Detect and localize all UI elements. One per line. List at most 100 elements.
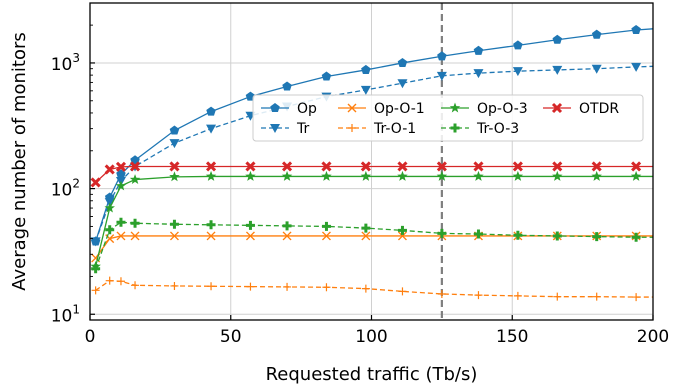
data-point: [397, 225, 407, 235]
legend-label: Tr-O-1: [373, 121, 416, 137]
data-point: [437, 289, 446, 298]
data-point: [473, 45, 484, 55]
data-point: [474, 291, 483, 300]
data-point: [169, 231, 179, 241]
series-line: [95, 165, 653, 183]
series-line: [95, 235, 653, 259]
data-point: [591, 161, 602, 172]
y-tick-label: 103: [51, 51, 80, 75]
data-point: [552, 170, 563, 181]
data-point: [631, 24, 641, 35]
data-point: [245, 161, 256, 172]
series-line: [95, 280, 653, 298]
series-tr-o-3: [91, 217, 653, 274]
data-point: [131, 281, 140, 290]
data-point: [105, 225, 115, 235]
data-point: [397, 231, 407, 241]
data-point: [129, 161, 141, 172]
data-point: [360, 170, 372, 181]
series-line: [95, 221, 653, 270]
data-point: [169, 161, 180, 172]
data-point: [631, 62, 642, 72]
y-axis-label: Average number of monitors: [9, 32, 30, 291]
y-tick-label: 101: [51, 302, 80, 326]
data-point: [552, 65, 563, 75]
data-point: [91, 264, 101, 274]
data-point: [245, 231, 255, 241]
data-point: [90, 177, 101, 188]
data-point: [360, 85, 371, 95]
data-point: [552, 34, 563, 44]
data-point: [206, 106, 216, 116]
data-point: [513, 40, 523, 50]
x-tick-label: 150: [496, 327, 528, 347]
ticks: 0 50 100 150 200 101 102 103: [51, 2, 669, 347]
data-point: [360, 161, 371, 172]
data-point: [116, 277, 125, 286]
data-point: [169, 139, 180, 149]
legend-label: Op-O-3: [477, 101, 528, 117]
legend-item-op-o-3: Op-O-3: [441, 101, 528, 117]
data-point: [513, 291, 522, 300]
data-point: [591, 64, 602, 74]
data-point: [591, 170, 602, 181]
data-point: [205, 161, 217, 172]
data-point: [553, 292, 562, 301]
data-point: [205, 170, 217, 181]
data-point: [104, 164, 115, 175]
data-point: [282, 221, 292, 231]
data-point: [512, 67, 523, 77]
data-point: [130, 218, 140, 228]
data-point: [116, 231, 126, 241]
data-point: [116, 169, 126, 179]
data-point: [361, 223, 371, 233]
data-point: [512, 170, 524, 181]
data-point: [105, 276, 114, 285]
data-point: [591, 29, 602, 39]
data-point: [513, 230, 523, 240]
data-point: [361, 64, 371, 74]
data-point: [282, 231, 292, 241]
data-point: [116, 217, 126, 227]
data-point: [592, 232, 602, 242]
data-point: [115, 180, 127, 191]
legend-item-tr-o-3: Tr-O-3: [441, 121, 519, 137]
legend-item-tr-o-1: Tr-O-1: [338, 121, 416, 137]
data-point: [169, 125, 180, 135]
data-point: [130, 231, 140, 241]
data-point: [283, 282, 292, 291]
legend-marker: [270, 103, 280, 113]
data-point: [630, 170, 642, 181]
data-point: [473, 69, 484, 79]
series-line: [94, 175, 653, 267]
data-point: [281, 170, 293, 181]
x-tick-label: 0: [85, 327, 96, 347]
y-tick-label: 102: [51, 177, 80, 201]
data-point: [397, 57, 408, 67]
legend-label: Op: [297, 101, 317, 117]
data-point: [169, 219, 179, 229]
x-tick-label: 200: [637, 327, 669, 347]
data-point: [321, 221, 331, 231]
data-point: [631, 232, 641, 242]
legend-marker: [270, 124, 280, 133]
data-point: [592, 292, 601, 301]
legend-label: Op-O-1: [374, 101, 425, 117]
data-point: [397, 161, 408, 172]
data-point: [129, 174, 141, 185]
legend-marker: [347, 103, 357, 113]
legend-label: OTDR: [579, 101, 619, 117]
data-point: [90, 237, 101, 247]
legend-item-tr: Tr: [261, 121, 309, 137]
data-point: [512, 161, 523, 172]
data-point: [473, 229, 483, 239]
data-point: [321, 161, 332, 172]
x-tick-label: 50: [220, 327, 242, 347]
data-point: [321, 170, 332, 181]
data-point: [397, 170, 408, 181]
data-point: [170, 281, 179, 290]
data-point: [281, 161, 293, 172]
data-point: [552, 161, 563, 172]
data-point: [115, 161, 127, 172]
legend-label: Tr: [296, 121, 309, 137]
